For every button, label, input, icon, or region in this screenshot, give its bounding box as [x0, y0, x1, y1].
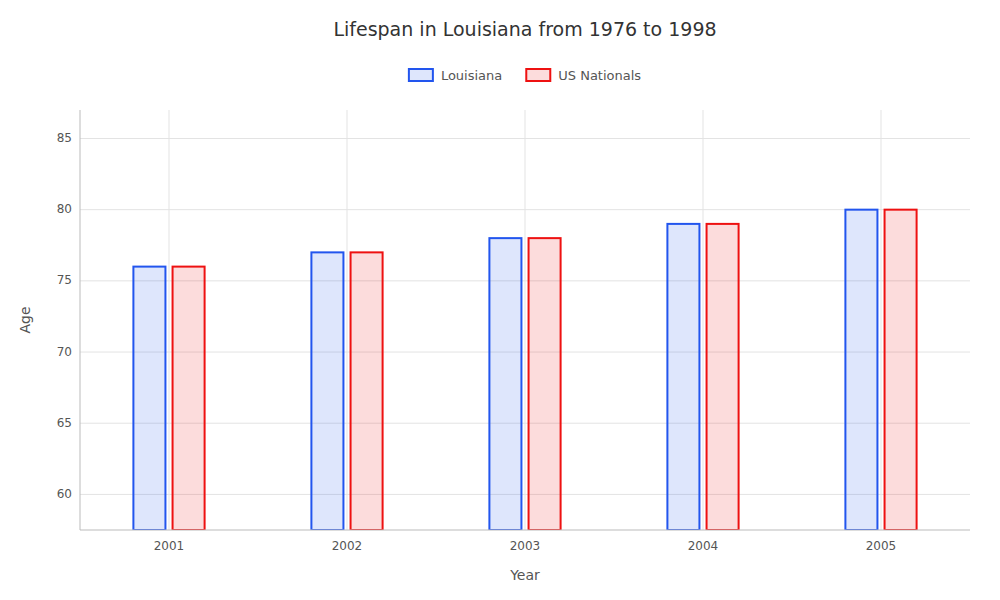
bar	[667, 224, 699, 530]
bar	[311, 252, 343, 530]
bars	[133, 210, 916, 530]
y-tick-label: 75	[57, 273, 72, 287]
title: Lifespan in Louisiana from 1976 to 1998	[333, 18, 716, 40]
bar	[489, 238, 521, 530]
legend-label: US Nationals	[558, 68, 641, 83]
x-tick-label: 2003	[510, 539, 541, 553]
y-tick-label: 60	[57, 487, 72, 501]
legend-swatch	[526, 69, 550, 81]
y-tick-label: 85	[57, 131, 72, 145]
y-tick-label: 65	[57, 416, 72, 430]
x-grid-line	[169, 110, 170, 530]
legend-item: US Nationals	[526, 68, 641, 83]
grid	[80, 110, 970, 530]
legend-label: Louisiana	[441, 68, 502, 83]
bar	[351, 252, 383, 530]
y-tick-label: 80	[57, 202, 72, 216]
x-tick-label: 2001	[154, 539, 185, 553]
chart: 60 65 70 75 80 85 2001 2002 2003 2004 2005 Year Age L…	[0, 0, 1000, 600]
y-axis-label: Age	[17, 306, 33, 333]
bar	[707, 224, 739, 530]
bar	[529, 238, 561, 530]
x-grid-line	[703, 110, 704, 530]
x-grid-line	[525, 110, 526, 530]
bar	[173, 267, 205, 530]
x-grid-line	[881, 110, 882, 530]
x-tick-label: 2005	[866, 539, 897, 553]
x-axis-label: Year	[509, 567, 540, 583]
legend: Louisiana US Nationals	[409, 68, 641, 83]
x-tick-label: 2004	[688, 539, 719, 553]
legend-swatch	[409, 69, 433, 81]
bar	[845, 210, 877, 530]
legend-item: Louisiana	[409, 68, 502, 83]
x-axis-line	[80, 530, 970, 531]
bar	[133, 267, 165, 530]
bar	[885, 210, 917, 530]
x-tick-label: 2002	[332, 539, 363, 553]
x-grid-line	[347, 110, 348, 530]
y-tick-label: 70	[57, 345, 72, 359]
y-axis-line	[80, 110, 81, 530]
